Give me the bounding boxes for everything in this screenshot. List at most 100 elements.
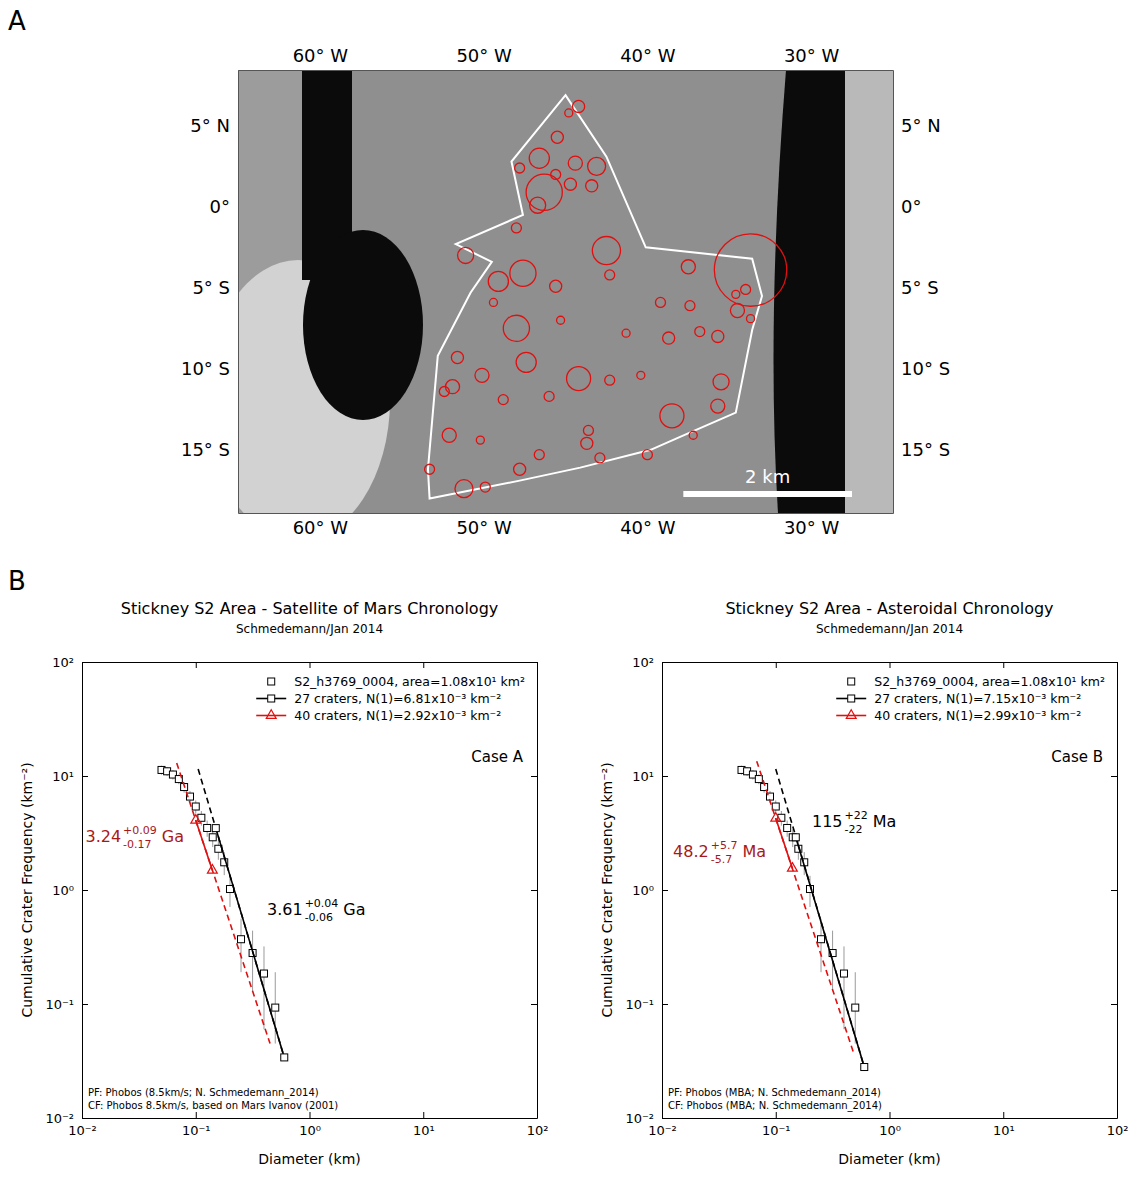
- y-axis-right: [531, 663, 538, 1119]
- axis-line: [1117, 663, 1118, 1119]
- legend-item: 27 craters, N(1)=6.81x10⁻³ km⁻²: [256, 691, 501, 706]
- chart-title: Stickney S2 Area - Satellite of Mars Chr…: [121, 599, 499, 618]
- tick-label: 10° S: [181, 358, 230, 379]
- tick-label: 10⁰: [52, 883, 74, 898]
- axis-line: [83, 1118, 538, 1119]
- scale-bar-label: 2 km: [745, 466, 790, 487]
- legend-swatch: [256, 715, 286, 717]
- panel-letter: A: [8, 6, 26, 36]
- age-unit: Ma: [873, 812, 897, 831]
- tick-label: 10¹: [632, 769, 654, 784]
- crater: [503, 315, 529, 341]
- tick: [1111, 662, 1117, 663]
- crater: [573, 100, 585, 112]
- data-point: [238, 936, 245, 943]
- figure-svg: A60° W50° W40° W30° W60° W50° W40° W30° …: [0, 0, 1137, 1182]
- tick-mark: [662, 1118, 668, 1119]
- plot-area: [738, 761, 868, 1070]
- crater: [567, 367, 591, 391]
- data-point: [192, 803, 199, 810]
- crater: [732, 290, 740, 298]
- legend-swatch: [266, 710, 276, 719]
- legend-swatch: [848, 678, 855, 685]
- tick: 60° W: [293, 513, 349, 538]
- tick-label: 10¹: [52, 769, 74, 784]
- crater: [588, 157, 606, 175]
- axis-line: [893, 71, 894, 514]
- crater: [510, 260, 536, 286]
- tick: [776, 662, 777, 668]
- tick-label: 15° S: [901, 439, 950, 460]
- legend-item: S2_h3769_0004, area=1.08x10¹ km²: [268, 674, 525, 689]
- tick-mark: [531, 1118, 537, 1119]
- tick: [1111, 1004, 1117, 1005]
- tick-mark: [196, 662, 197, 668]
- line-marker: [207, 865, 217, 874]
- tick-mark: [423, 1112, 424, 1118]
- tick-mark: [1111, 662, 1117, 663]
- tick: 10⁻¹: [625, 997, 668, 1012]
- legend: S2_h3769_0004, area=1.08x10¹ km² 27 crate…: [256, 674, 525, 723]
- tick-label: 5° S: [901, 277, 939, 298]
- crater: [622, 329, 630, 337]
- tick: 50° W: [456, 513, 512, 538]
- tick: 10⁰: [52, 883, 88, 898]
- tick-mark: [1111, 1118, 1117, 1119]
- tick: 50° W: [456, 45, 512, 70]
- tick: 10⁰: [632, 883, 668, 898]
- tick: 10²: [52, 655, 88, 670]
- tick: 5° S: [893, 277, 939, 298]
- tick: 10¹: [632, 769, 668, 784]
- tick: [1003, 662, 1004, 668]
- tick: [531, 662, 537, 663]
- legend-swatch: [846, 710, 856, 719]
- crater: [605, 270, 615, 280]
- crater: [455, 480, 473, 498]
- line-marker: [771, 813, 781, 822]
- tick-mark: [1111, 890, 1117, 891]
- tick-label: 10⁰: [632, 883, 654, 898]
- tick: 30° W: [784, 45, 840, 70]
- crater: [475, 368, 489, 382]
- tick: 10⁻¹: [762, 1112, 791, 1138]
- tick-mark: [662, 890, 668, 891]
- tick: 60° W: [293, 45, 349, 70]
- x-axis: 10⁻²10⁻¹10⁰10¹10²: [68, 1112, 548, 1138]
- tick: 10⁻¹: [45, 997, 88, 1012]
- tick-label: 10⁻¹: [182, 1123, 211, 1138]
- age-label: 3.24+0.09-0.17Ga: [85, 824, 184, 851]
- age-error-minus: -0.17: [123, 838, 151, 851]
- tick-mark: [662, 1004, 668, 1005]
- tick: 10⁰: [299, 1112, 321, 1138]
- series: [757, 761, 854, 1052]
- data-point: [784, 824, 791, 831]
- age-unit: Ma: [742, 842, 766, 861]
- crater: [498, 395, 508, 405]
- age-error-minus: -5.7: [711, 853, 732, 866]
- fit-line: [196, 820, 213, 870]
- crater: [488, 271, 508, 291]
- crater: [741, 284, 751, 294]
- crater: [711, 399, 725, 413]
- tick-label: 0°: [210, 196, 230, 217]
- tick: [531, 1004, 537, 1005]
- legend-label: 27 craters, N(1)=6.81x10⁻³ km⁻²: [294, 691, 501, 706]
- line-marker: [861, 1064, 868, 1071]
- crater: [551, 169, 561, 179]
- chart-subtitle: Schmedemann/Jan 2014: [236, 622, 383, 636]
- error-bar: [241, 919, 242, 973]
- tick: 10° S: [181, 358, 238, 379]
- crater: [480, 482, 490, 492]
- tick: 10⁻¹: [182, 1112, 211, 1138]
- tick-label: 40° W: [620, 45, 676, 66]
- crater: [551, 131, 563, 143]
- panel-letter: B: [8, 566, 26, 596]
- crater: [637, 371, 645, 379]
- tick-label: 10⁻¹: [762, 1123, 791, 1138]
- series: [177, 763, 270, 1044]
- tick-label: 50° W: [456, 45, 512, 66]
- crater: [439, 387, 449, 397]
- annotation: Case A: [471, 748, 523, 766]
- tick-mark: [1003, 1112, 1004, 1118]
- tick: [423, 662, 424, 668]
